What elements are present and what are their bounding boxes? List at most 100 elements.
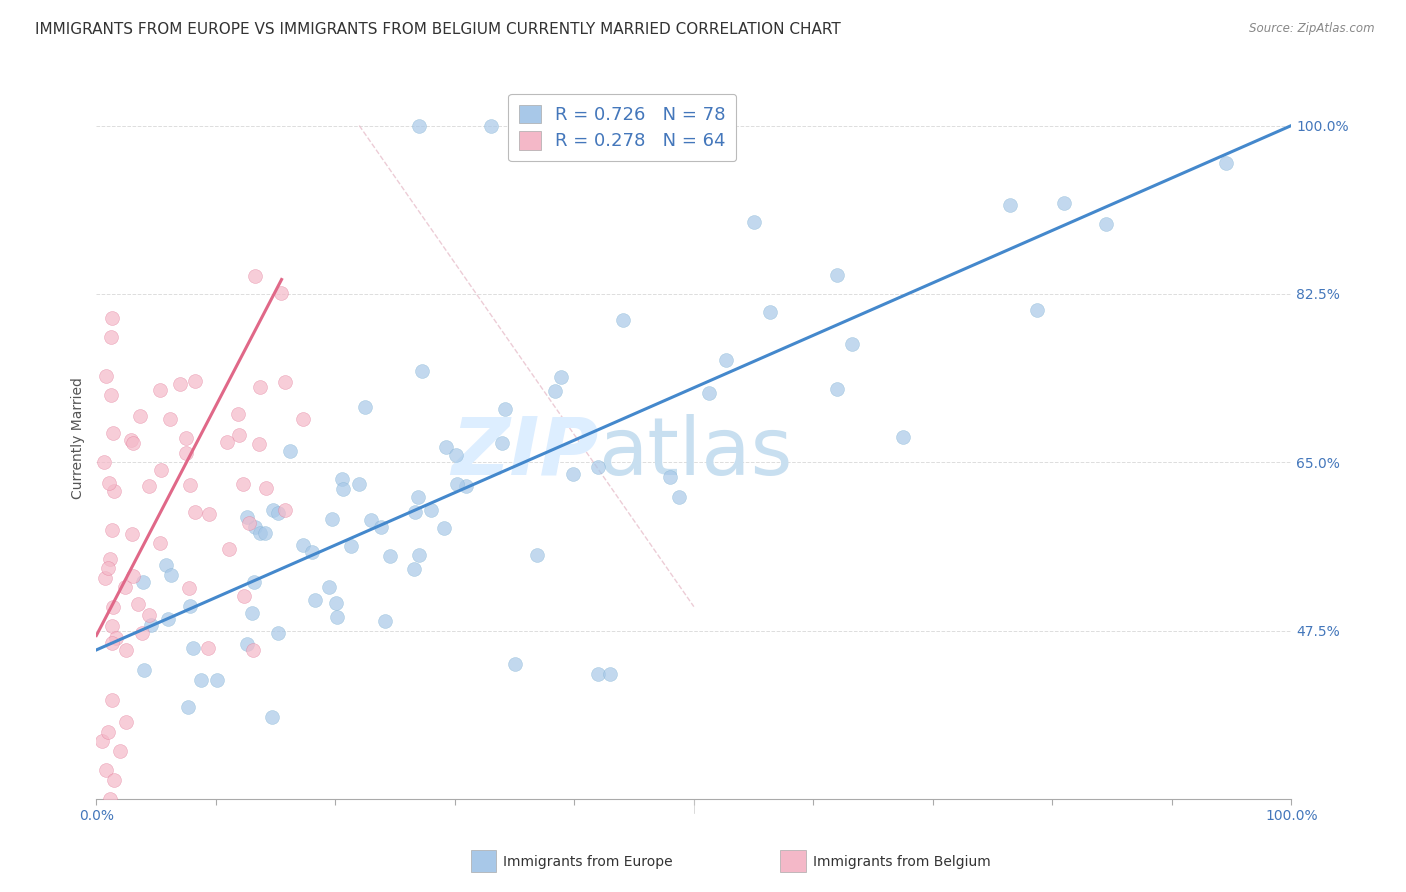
Point — [586, 459, 609, 474]
Text: Source: ZipAtlas.com: Source: ZipAtlas.com — [1250, 22, 1375, 36]
Point — [177, 699, 200, 714]
Point — [612, 313, 634, 327]
Point — [103, 484, 125, 499]
Point — [668, 491, 690, 505]
Point — [825, 382, 848, 396]
Point — [238, 516, 260, 530]
Point — [98, 792, 121, 806]
Point — [332, 482, 354, 496]
Point — [411, 364, 433, 378]
Point — [347, 476, 370, 491]
Point — [138, 478, 160, 492]
Point — [205, 673, 228, 688]
Text: IMMIGRANTS FROM EUROPE VS IMMIGRANTS FROM BELGIUM CURRENTLY MARRIED CORRELATION : IMMIGRANTS FROM EUROPE VS IMMIGRANTS FRO… — [35, 22, 841, 37]
Point — [434, 440, 457, 454]
Point — [179, 599, 201, 613]
Text: atlas: atlas — [598, 414, 793, 491]
Point — [273, 376, 295, 390]
Point — [97, 724, 120, 739]
Point — [101, 693, 124, 707]
Point — [249, 526, 271, 541]
Point — [841, 336, 863, 351]
Point — [101, 310, 124, 325]
Point — [94, 763, 117, 777]
Point — [330, 472, 353, 486]
Point — [658, 469, 681, 483]
Point — [228, 427, 250, 442]
Point — [122, 436, 145, 450]
Point — [101, 599, 124, 614]
Point — [998, 198, 1021, 212]
Point — [101, 523, 124, 537]
Point — [304, 592, 326, 607]
Point — [159, 412, 181, 426]
Point — [891, 430, 914, 444]
Point — [404, 505, 426, 519]
Point — [408, 548, 430, 562]
Point — [197, 640, 219, 655]
Point — [121, 526, 143, 541]
Point — [94, 368, 117, 383]
Point — [243, 520, 266, 534]
Point — [291, 538, 314, 552]
Point — [270, 286, 292, 301]
Point — [156, 612, 179, 626]
Point — [127, 598, 149, 612]
Point — [155, 558, 177, 573]
Point — [340, 539, 363, 553]
Point — [183, 375, 205, 389]
Point — [139, 617, 162, 632]
Point — [404, 561, 426, 575]
Point — [278, 443, 301, 458]
Point — [184, 505, 207, 519]
Point — [479, 119, 502, 133]
Point — [101, 636, 124, 650]
Point — [132, 574, 155, 589]
Point — [235, 637, 257, 651]
Point — [197, 507, 219, 521]
Point — [174, 432, 197, 446]
Point — [1053, 196, 1076, 211]
Point — [174, 446, 197, 460]
Text: Immigrants from Belgium: Immigrants from Belgium — [813, 855, 990, 869]
Point — [586, 667, 609, 681]
Point — [121, 568, 143, 582]
Point — [169, 377, 191, 392]
Point — [148, 536, 170, 550]
Point — [110, 744, 132, 758]
Point — [149, 463, 172, 477]
Point — [91, 734, 114, 748]
Point — [236, 509, 259, 524]
Point — [742, 215, 765, 229]
Point — [408, 119, 430, 133]
Point — [526, 548, 548, 562]
Point — [550, 370, 572, 384]
Point — [325, 610, 347, 624]
Point — [494, 402, 516, 417]
Point — [406, 490, 429, 504]
Point — [370, 520, 392, 534]
Point — [1215, 156, 1237, 170]
Point — [354, 400, 377, 414]
Y-axis label: Currently Married: Currently Married — [72, 377, 86, 500]
Point — [247, 436, 270, 450]
Point — [149, 383, 172, 397]
Point — [115, 715, 138, 730]
Text: ZIP: ZIP — [451, 414, 598, 491]
Point — [228, 407, 250, 421]
Point — [179, 478, 201, 492]
Point — [419, 503, 441, 517]
Point — [491, 436, 513, 450]
Point — [446, 477, 468, 491]
Point — [101, 426, 124, 441]
Point — [318, 580, 340, 594]
Point — [101, 619, 124, 633]
Point — [134, 663, 156, 677]
Point — [714, 352, 737, 367]
Point — [378, 549, 401, 564]
Point — [103, 772, 125, 787]
Point — [456, 479, 478, 493]
Point — [274, 503, 297, 517]
Point — [360, 513, 382, 527]
Point — [104, 631, 127, 645]
